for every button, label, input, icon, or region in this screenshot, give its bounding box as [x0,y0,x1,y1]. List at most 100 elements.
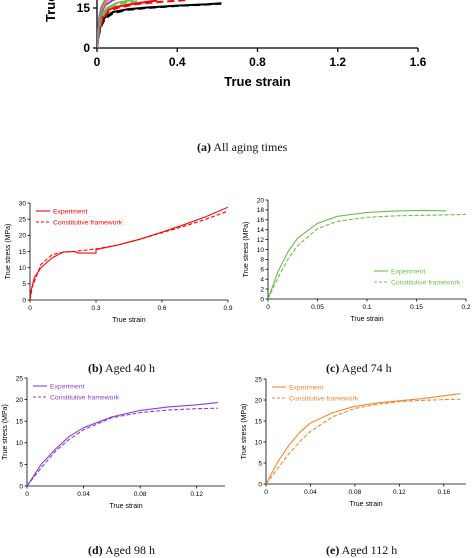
panel-b-y-tick-label: 15 [19,249,27,256]
caption-b-letter: (b) [88,361,103,375]
panel-c-y-axis-label: True stress (MPa) [243,222,250,278]
panel-e-x-tick-label: 0 [264,489,268,496]
panel-b-x-axis-label: True strain [112,317,145,324]
panel-a-series-1 [97,2,222,49]
panel-d-legend: Experiment Constitutive framework [33,384,120,402]
panel-a-x-tick-label: 0.8 [249,55,266,69]
panel-a: 0 0.4 0.8 1.2 1.6 0 15 True strain True stress (… [43,0,427,89]
legend-label: Constitutive framework [50,395,120,402]
panel-a-x-tick-label: 0 [94,55,101,69]
panel-c-x-tick-label: 0.1 [362,304,371,311]
panel-e: 0 0.04 0.08 0.12 0.16 0 5 10 15 20 25 True strain Tr… [241,376,466,508]
panel-c-x-tick-label: 0 [266,304,270,311]
panel-e-x-axis-label: True strain [349,501,382,508]
legend-label: Constitutive framework [391,280,461,287]
caption-c-letter: (c) [326,361,340,375]
panel-e-series-experiment [266,393,461,485]
panel-e-x-tick-label: 0.12 [393,489,406,496]
panel-b-y-tick-label: 5 [22,281,26,288]
panel-c-y-tick-label: 12 [257,237,265,244]
panel-b-x-tick-label: 0.6 [157,305,166,312]
panel-c-y-tick-label: 14 [257,227,265,234]
panel-e-series-constitutive-framework [266,398,461,485]
panel-d-y-tick-label: 5 [19,462,23,469]
legend-label: Constitutive framework [53,220,123,227]
panel-b: 0 0.3 0.6 0.9 0 5 10 15 20 25 30 True strain True st… [5,200,233,324]
legend-label: Experiment [53,209,87,216]
panel-c-legend: Experiment Constitutive framework [374,269,461,287]
panel-c-series-constitutive-framework [268,213,466,300]
panel-c-y-tick-label: 20 [257,197,265,204]
caption-d-letter: (d) [88,543,103,557]
panel-b-y-tick-label: 25 [19,216,27,223]
panel-a-y-tick-label: 15 [77,1,91,15]
panel-a-series-0 [97,2,222,49]
panel-e-y-tick-label: 20 [255,397,263,404]
panel-a-x-tick-label: 1.6 [410,55,427,69]
legend-label: Experiment [289,385,323,392]
panel-c-x-axis-label: True strain [350,316,383,323]
panel-b-x-tick-label: 0.3 [91,305,100,312]
panel-d-y-tick-label: 15 [16,418,24,425]
panel-e-y-tick-label: 5 [258,460,262,467]
panel-b-legend: Experiment Constitutive framework [36,209,123,227]
panel-d-y-tick-label: 10 [16,440,24,447]
panel-c: 0 0.05 0.1 0.15 0.2 0 2 4 6 8 10 12 14 16 18 20 True str… [243,197,471,323]
panel-d-x-tick-label: 0.12 [190,491,203,498]
panel-d-y-axis-label: True stress (MPa) [2,404,9,460]
panel-c-y-tick-label: 4 [260,276,264,283]
caption-d-text: Aged 98 h [105,543,156,557]
panel-d-x-tick-label: 0.04 [77,491,90,498]
panel-c-y-tick-label: 10 [257,247,265,254]
legend-label: Experiment [50,384,84,391]
panel-d-x-tick-label: 0.08 [134,491,147,498]
caption-c: (c) Aged 74 h [326,361,392,376]
panel-c-x-tick-label: 0.2 [461,304,470,311]
caption-b-text: Aged 40 h [105,361,156,375]
panel-a-x-tick-label: 0.4 [169,55,186,69]
caption-e-text: Aged 112 h [341,543,398,557]
caption-a: (a) All aging times [197,140,287,155]
panel-e-y-tick-label: 0 [258,481,262,488]
panel-a-x-tick-label: 1.2 [329,55,346,69]
panel-c-y-tick-label: 0 [260,296,264,303]
panel-c-series-experiment [268,209,447,300]
panel-a-x-axis-label: True strain [224,74,291,89]
caption-a-letter: (a) [197,140,211,154]
panel-d-y-tick-label: 25 [16,375,24,382]
panel-e-legend: Experiment Constitutive framework [272,385,359,403]
panel-b-series-experiment [30,206,228,301]
panel-a-y-tick-label: 0 [83,41,90,55]
panel-d-series-constitutive-framework [27,407,218,487]
legend-label: Experiment [391,269,425,276]
caption-c-text: Aged 74 h [341,361,392,375]
panel-e-x-tick-label: 0.04 [304,489,317,496]
panel-c-y-tick-label: 6 [260,267,264,274]
panel-e-y-tick-label: 15 [255,418,263,425]
panel-c-y-tick-label: 8 [260,257,264,264]
caption-e-letter: (e) [326,543,340,557]
panel-c-y-tick-label: 18 [257,207,265,214]
panel-b-series-constitutive-framework [30,210,228,301]
panel-e-x-tick-label: 0.16 [437,489,450,496]
panel-e-y-axis-label: True stress (MPa) [241,404,248,460]
panel-b-y-axis-label: True stress (MPa) [5,224,12,280]
caption-e: (e) Aged 112 h [326,543,397,558]
caption-d: (d) Aged 98 h [88,543,155,558]
caption-a-text: All aging times [213,140,288,154]
panel-d-y-tick-label: 20 [16,397,24,404]
panel-e-x-tick-label: 0.08 [349,489,362,496]
panel-e-y-tick-label: 25 [255,376,263,383]
panel-b-y-tick-label: 20 [19,233,27,240]
panel-d-series-experiment [27,402,218,487]
panel-a-y-axis-label: True stress (MPa) [43,0,58,22]
panel-d-x-tick-label: 0 [25,491,29,498]
panel-a-series-8 [97,0,107,49]
panel-c-x-tick-label: 0.05 [311,304,324,311]
panel-b-y-tick-label: 30 [19,200,27,207]
panel-e-y-tick-label: 10 [255,439,263,446]
panel-c-x-tick-label: 0.15 [410,304,423,311]
panel-d-x-axis-label: True strain [109,503,142,510]
panel-b-y-tick-label: 0 [22,297,26,304]
